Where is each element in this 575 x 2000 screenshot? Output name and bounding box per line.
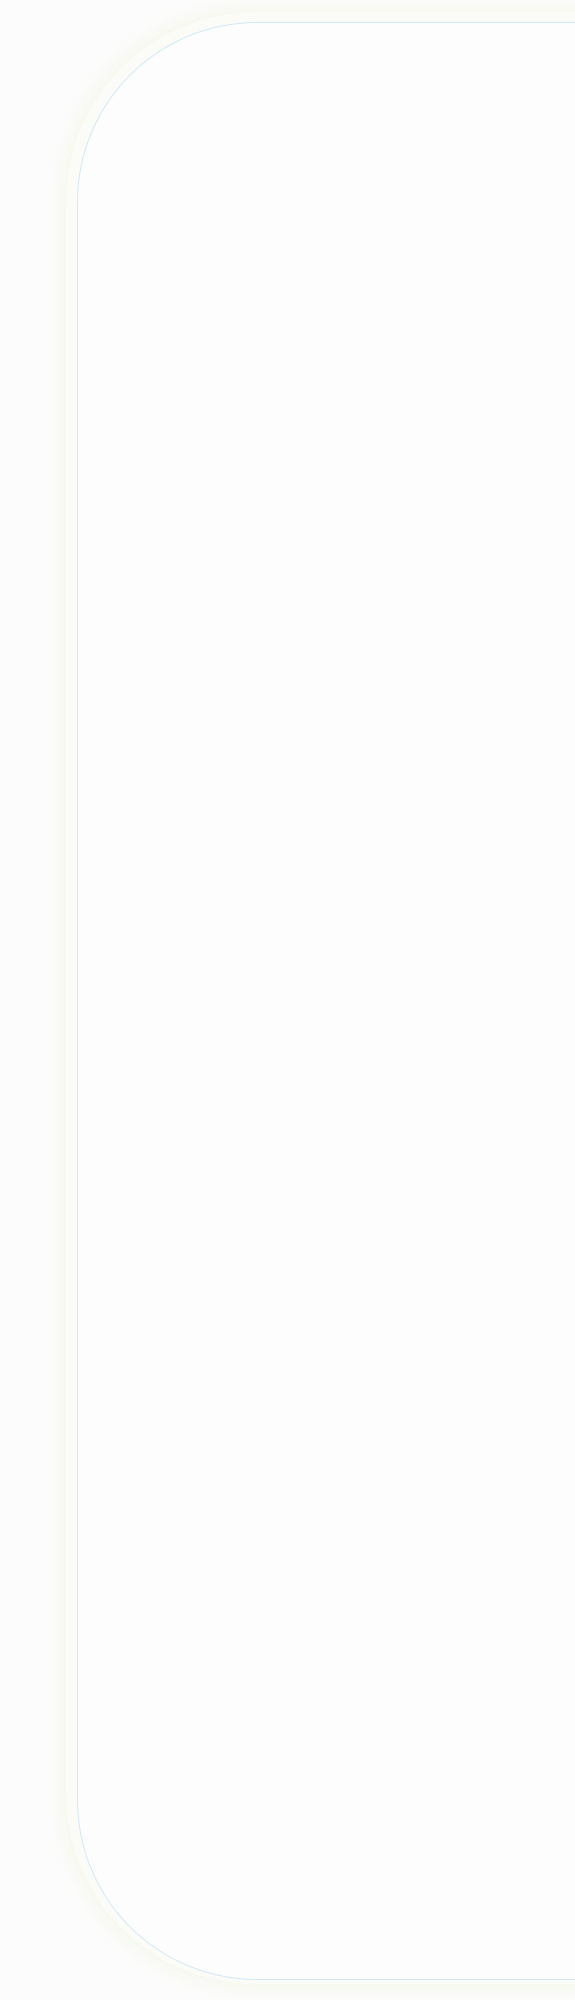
rounded-panel — [77, 22, 575, 1980]
